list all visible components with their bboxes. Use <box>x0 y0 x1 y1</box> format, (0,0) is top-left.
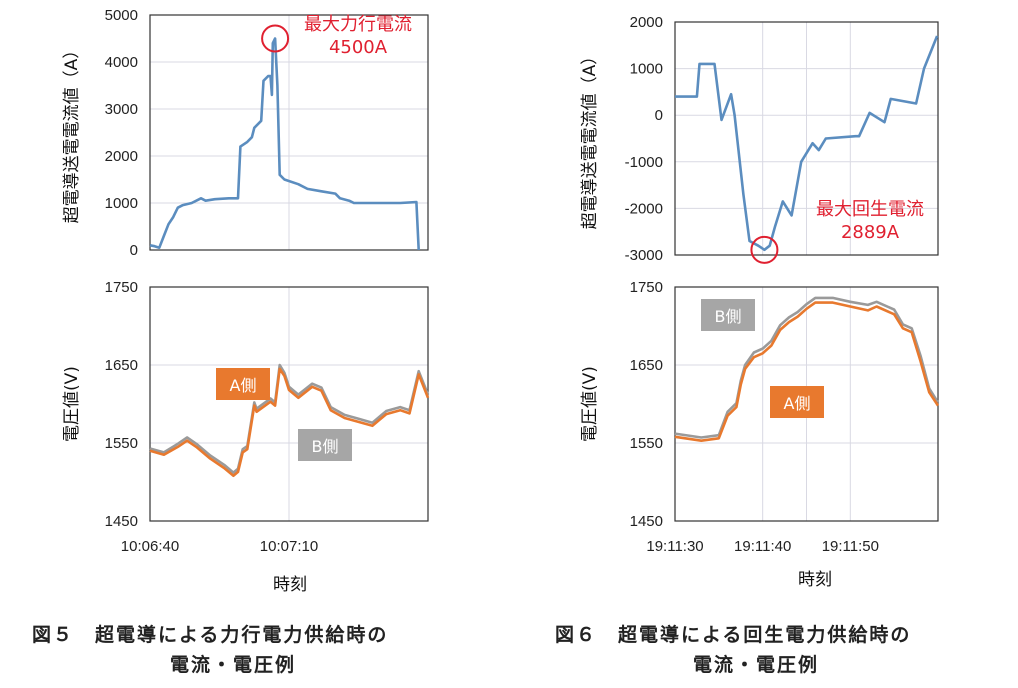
fig5-voltage-xtick-label: 10:06:40 <box>121 538 179 555</box>
fig6-current-annotation-label: 最大回生電流 <box>816 199 924 220</box>
fig6-voltage-ytick-label: 1650 <box>630 357 663 374</box>
fig5-current-ytick-label: 4000 <box>105 54 138 71</box>
fig6-current-peak-marker-circle <box>750 235 779 264</box>
fig5-current-ylabel: 超電導送電電流値（A） <box>62 42 82 224</box>
fig5-voltage-legend-box-1 <box>298 429 352 461</box>
fig5-current-ytick-label: 1000 <box>105 195 138 212</box>
fig5-caption-line1: 図５ 超電導による力行電力供給時の <box>32 624 389 646</box>
fig6-current-ytick-label: 0 <box>655 107 663 124</box>
fig6-voltage-ytick-label: 1550 <box>630 435 663 452</box>
fig6-current-ytick-label: -3000 <box>625 247 663 264</box>
fig5-voltage-legend-box-0 <box>216 368 270 400</box>
fig5-current-annotation-value: 4500A <box>329 37 388 58</box>
fig6-current-series-current-line <box>675 35 939 252</box>
fig6-voltage-xtick-label: 19:11:30 <box>646 538 703 555</box>
fig6-current-ytick-label: -2000 <box>625 200 663 217</box>
fig6-voltage-ytick-label: 1750 <box>630 279 663 296</box>
fig6-caption-line2: 電流・電圧例 <box>693 654 820 676</box>
fig5-voltage-plot-frame <box>149 286 429 522</box>
fig6-current-ylabel: 超電導送電電流値（A） <box>580 48 600 230</box>
fig6-current-ytick-label: -1000 <box>625 154 663 171</box>
fig5-current-ytick-label: 0 <box>130 242 138 259</box>
fig5-current-annotation-label: 最大力行電流 <box>304 14 412 35</box>
fig6-voltage-xtick-label: 19:11:50 <box>822 538 879 555</box>
fig5-voltage-ylabel: 電圧値(V) <box>62 366 82 442</box>
fig6-voltage-legend-label-1: B側 <box>715 307 742 326</box>
fig5-current-peak-marker-circle <box>261 24 290 53</box>
fig5-current-ytick-label: 3000 <box>105 101 138 118</box>
fig6-voltage-legend-box-1 <box>701 299 755 331</box>
fig5-voltage-ytick-label: 1750 <box>105 279 138 296</box>
fig6-voltage-legend-box-0 <box>770 386 824 418</box>
fig6-voltage-ytick-label: 1450 <box>630 513 663 530</box>
fig6-voltage-xtick-label: 19:11:40 <box>734 538 791 555</box>
fig6-current-ytick-label: 2000 <box>630 14 663 31</box>
fig6-caption-line1: 図６ 超電導による回生電力供給時の <box>555 624 912 646</box>
fig6-current-annotation-value: 2889A <box>841 222 900 243</box>
fig5-voltage-legend-label-0: A側 <box>230 376 257 395</box>
fig5-caption-line2: 電流・電圧例 <box>170 654 297 676</box>
fig6-voltage-series-a-side-line <box>674 301 940 442</box>
fig5-voltage-series-a-side-line <box>149 367 430 478</box>
fig5-current-ytick-label: 5000 <box>105 7 138 24</box>
fig5-voltage-ytick-label: 1550 <box>105 435 138 452</box>
fig5-current-plot-frame <box>149 14 429 251</box>
fig6-voltage-ylabel: 電圧値(V) <box>580 366 600 442</box>
fig6-current-plot-frame <box>674 21 939 256</box>
fig5-voltage-ytick-label: 1450 <box>105 513 138 530</box>
fig6-voltage-xlabel: 時刻 <box>798 570 832 590</box>
fig5-voltage-xlabel: 時刻 <box>273 575 307 595</box>
fig6-current-ytick-label: 1000 <box>630 61 663 78</box>
fig5-voltage-xtick-label: 10:07:10 <box>260 538 318 555</box>
fig5-voltage-legend-label-1: B側 <box>312 437 339 456</box>
fig6-voltage-legend-label-0: A側 <box>784 394 811 413</box>
fig5-current-series-current-line <box>149 37 420 251</box>
fig5-voltage-ytick-label: 1650 <box>105 357 138 374</box>
fig5-current-ytick-label: 2000 <box>105 148 138 165</box>
